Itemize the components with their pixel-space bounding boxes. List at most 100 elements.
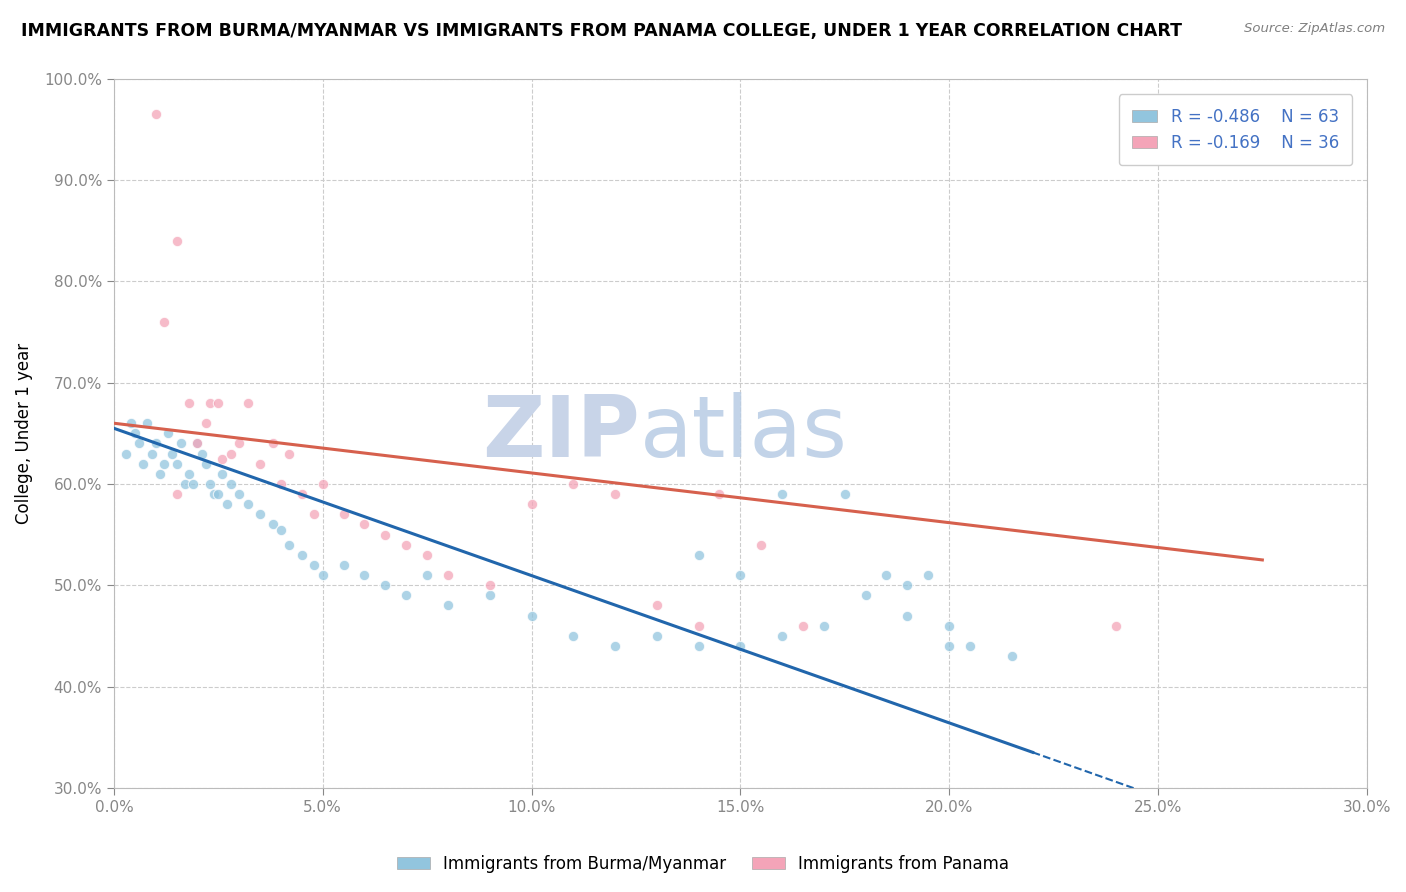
Point — [688, 639, 710, 653]
Point — [1001, 649, 1024, 664]
Point — [520, 608, 543, 623]
Point — [236, 497, 259, 511]
Point — [709, 487, 731, 501]
Point — [145, 436, 167, 450]
Point — [520, 497, 543, 511]
Point — [688, 619, 710, 633]
Point — [149, 467, 172, 481]
Point — [249, 508, 271, 522]
Point — [353, 568, 375, 582]
Point — [304, 558, 326, 572]
Point — [749, 538, 772, 552]
Point — [938, 619, 960, 633]
Point — [194, 457, 217, 471]
Legend: R = -0.486    N = 63, R = -0.169    N = 36: R = -0.486 N = 63, R = -0.169 N = 36 — [1119, 95, 1353, 165]
Point — [562, 477, 585, 491]
Point — [141, 447, 163, 461]
Point — [128, 436, 150, 450]
Point — [170, 436, 193, 450]
Point — [645, 629, 668, 643]
Point — [157, 426, 180, 441]
Point — [162, 447, 184, 461]
Point — [730, 639, 752, 653]
Point — [938, 639, 960, 653]
Point — [896, 578, 918, 592]
Point — [194, 416, 217, 430]
Point — [770, 487, 793, 501]
Point — [186, 436, 208, 450]
Point — [153, 457, 176, 471]
Point — [770, 629, 793, 643]
Point — [166, 457, 188, 471]
Point — [278, 447, 301, 461]
Point — [262, 517, 284, 532]
Point — [177, 467, 200, 481]
Point — [219, 477, 242, 491]
Point — [270, 523, 292, 537]
Point — [211, 451, 233, 466]
Point — [115, 447, 138, 461]
Point — [198, 477, 221, 491]
Text: IMMIGRANTS FROM BURMA/MYANMAR VS IMMIGRANTS FROM PANAMA COLLEGE, UNDER 1 YEAR CO: IMMIGRANTS FROM BURMA/MYANMAR VS IMMIGRA… — [21, 22, 1182, 40]
Point — [278, 538, 301, 552]
Point — [332, 558, 354, 572]
Point — [120, 416, 142, 430]
Point — [198, 396, 221, 410]
Text: atlas: atlas — [640, 392, 848, 475]
Point — [896, 608, 918, 623]
Point — [136, 416, 159, 430]
Point — [304, 508, 326, 522]
Point — [219, 447, 242, 461]
Point — [1105, 619, 1128, 633]
Point — [312, 477, 335, 491]
Point — [416, 548, 439, 562]
Point — [416, 568, 439, 582]
Point — [190, 447, 212, 461]
Point — [374, 578, 396, 592]
Point — [228, 436, 250, 450]
Point — [855, 588, 877, 602]
Point — [262, 436, 284, 450]
Point — [834, 487, 856, 501]
Point — [312, 568, 335, 582]
Point — [236, 396, 259, 410]
Point — [437, 568, 460, 582]
Point — [249, 457, 271, 471]
Point — [437, 599, 460, 613]
Point — [876, 568, 898, 582]
Point — [395, 588, 418, 602]
Point — [186, 436, 208, 450]
Legend: Immigrants from Burma/Myanmar, Immigrants from Panama: Immigrants from Burma/Myanmar, Immigrant… — [389, 848, 1017, 880]
Point — [645, 599, 668, 613]
Text: ZIP: ZIP — [482, 392, 640, 475]
Point — [603, 639, 626, 653]
Point — [166, 487, 188, 501]
Point — [153, 315, 176, 329]
Text: Source: ZipAtlas.com: Source: ZipAtlas.com — [1244, 22, 1385, 36]
Point — [207, 396, 229, 410]
Point — [166, 234, 188, 248]
Point — [603, 487, 626, 501]
Point — [211, 467, 233, 481]
Point — [291, 548, 314, 562]
Point — [174, 477, 197, 491]
Point — [145, 107, 167, 121]
Point — [478, 578, 501, 592]
Point — [215, 497, 238, 511]
Point — [332, 508, 354, 522]
Point — [270, 477, 292, 491]
Point — [353, 517, 375, 532]
Point — [792, 619, 814, 633]
Point — [181, 477, 204, 491]
Point — [562, 629, 585, 643]
Y-axis label: College, Under 1 year: College, Under 1 year — [15, 343, 32, 524]
Point — [688, 548, 710, 562]
Point — [959, 639, 981, 653]
Point — [291, 487, 314, 501]
Point — [228, 487, 250, 501]
Point — [207, 487, 229, 501]
Point — [124, 426, 146, 441]
Point — [177, 396, 200, 410]
Point — [730, 568, 752, 582]
Point — [374, 527, 396, 541]
